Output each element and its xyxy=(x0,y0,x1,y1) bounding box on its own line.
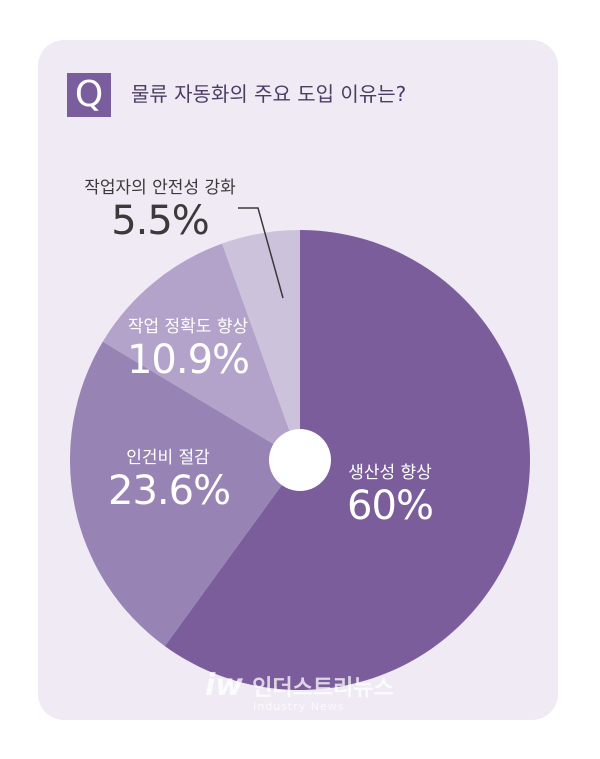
label-slice-0: 생산성 향상 60% xyxy=(330,458,450,529)
slice-0-value: 60% xyxy=(347,483,434,529)
slice-1-name: 인건비 절감 xyxy=(126,448,210,468)
question-title: 물류 자동화의 주요 도입 이유는? xyxy=(131,82,407,106)
slice-1-value: 23.6% xyxy=(108,468,231,514)
pie-slice-1 xyxy=(70,341,301,647)
leader-line-slice-3 xyxy=(238,207,284,299)
slice-3-value: 5.5% xyxy=(111,198,210,244)
label-slice-1: 인건비 절감 23.6% xyxy=(108,443,231,514)
pie-slice-2 xyxy=(102,243,301,460)
pie-center-hole xyxy=(269,429,331,491)
label-slice-3: 작업자의 안전성 강화 5.5% xyxy=(70,173,250,244)
watermark: iw 인더스트리뉴스 Industry News xyxy=(205,668,394,713)
label-slice-2: 작업 정확도 향상 10.9% xyxy=(118,312,258,383)
slice-0-name: 생산성 향상 xyxy=(348,463,432,483)
slice-3-name: 작업자의 안전성 강화 xyxy=(84,178,236,198)
slice-2-value: 10.9% xyxy=(126,337,250,383)
slice-2-name: 작업 정확도 향상 xyxy=(127,317,249,337)
pie-slice-0 xyxy=(164,230,530,691)
watermark-sub: Industry News xyxy=(253,700,345,713)
watermark-logo: iw xyxy=(205,668,243,703)
watermark-name: 인더스트리뉴스 xyxy=(252,675,394,701)
question-badge: Q xyxy=(67,73,111,117)
